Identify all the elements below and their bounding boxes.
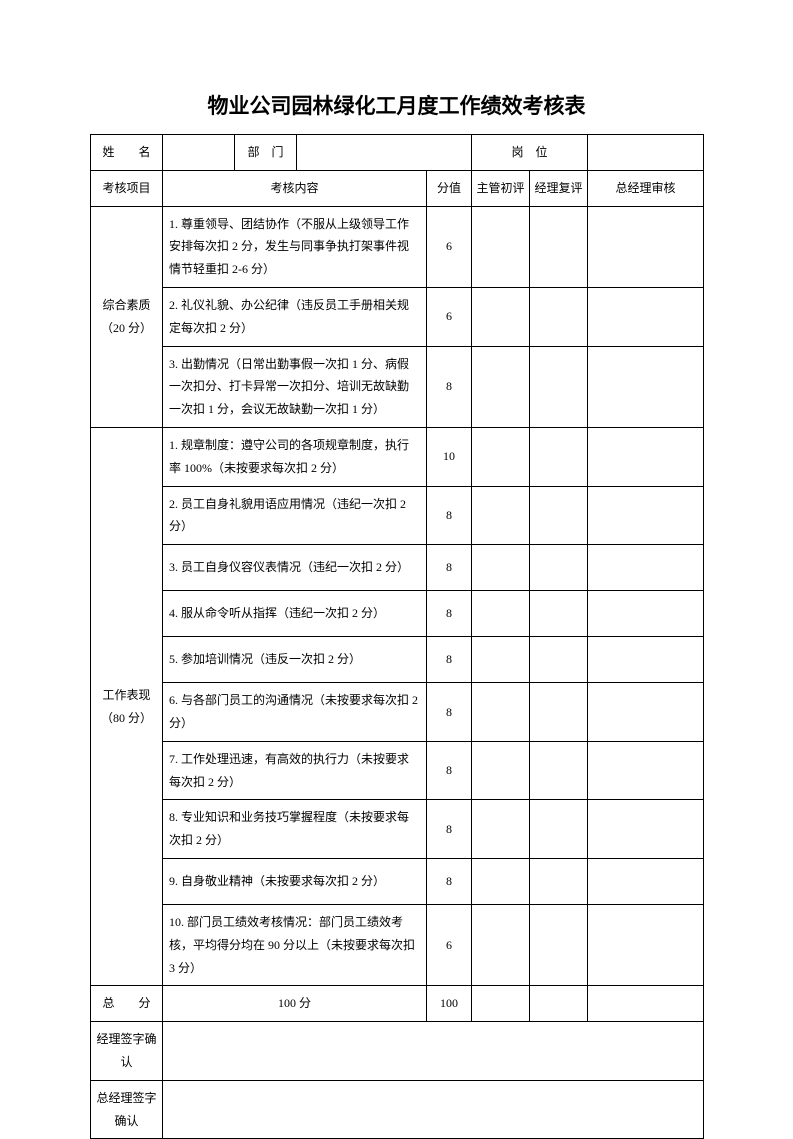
s1r0-mgr — [530, 206, 588, 287]
assessment-table: 姓 名 部 门 岗 位 考核项目 考核内容 分值 主管初评 经理复评 总经理审核… — [90, 134, 704, 1139]
s1r0-sup — [472, 206, 530, 287]
s2r1-text: 2. 员工自身礼貌用语应用情况（违纪一次扣 2 分） — [163, 486, 427, 545]
s2r8-text: 9. 自身敬业精神（未按要求每次扣 2 分） — [163, 858, 427, 904]
name-label: 姓 名 — [91, 135, 163, 171]
s2r4-score: 8 — [427, 637, 472, 683]
section1-name: 综合素质（20 分） — [91, 206, 163, 427]
s2r6-score: 8 — [427, 741, 472, 800]
col-score: 分值 — [427, 170, 472, 206]
s2r6-text: 7. 工作处理迅速，有高效的执行力（未按要求每次扣 2 分） — [163, 741, 427, 800]
s2r5-score: 8 — [427, 683, 472, 742]
sign1-label: 经理签字确认 — [91, 1022, 163, 1081]
s2r0-score: 10 — [427, 427, 472, 486]
dept-label: 部 门 — [235, 135, 297, 171]
name-value — [163, 135, 235, 171]
total-score: 100 — [427, 986, 472, 1022]
col-content: 考核内容 — [163, 170, 427, 206]
post-label: 岗 位 — [472, 135, 588, 171]
s1r0-score: 6 — [427, 206, 472, 287]
s1r1-score: 6 — [427, 287, 472, 346]
total-text: 100 分 — [163, 986, 427, 1022]
s2r0-text: 1. 规章制度：遵守公司的各项规章制度，执行率 100%（未按要求每次扣 2 分… — [163, 427, 427, 486]
col-item: 考核项目 — [91, 170, 163, 206]
s2r3-score: 8 — [427, 591, 472, 637]
dept-value — [297, 135, 472, 171]
s2r4-text: 5. 参加培训情况（违反一次扣 2 分） — [163, 637, 427, 683]
s2r1-score: 8 — [427, 486, 472, 545]
s2r9-score: 6 — [427, 904, 472, 985]
section2-name: 工作表现（80 分） — [91, 427, 163, 985]
col-sup: 主管初评 — [472, 170, 530, 206]
post-value — [588, 135, 704, 171]
s2r7-score: 8 — [427, 800, 472, 859]
s2r3-text: 4. 服从命令听从指挥（违纪一次扣 2 分） — [163, 591, 427, 637]
s1r1-text: 2. 礼仪礼貌、办公纪律（违反员工手册相关规定每次扣 2 分） — [163, 287, 427, 346]
s1r0-gm — [588, 206, 704, 287]
sign2-value — [163, 1080, 704, 1139]
sign1-value — [163, 1022, 704, 1081]
s2r5-text: 6. 与各部门员工的沟通情况（未按要求每次扣 2 分） — [163, 683, 427, 742]
s1r2-text: 3. 出勤情况（日常出勤事假一次扣 1 分、病假一次扣分、打卡异常一次扣分、培训… — [163, 346, 427, 427]
col-mgr: 经理复评 — [530, 170, 588, 206]
total-label: 总 分 — [91, 986, 163, 1022]
page-title: 物业公司园林绿化工月度工作绩效考核表 — [90, 90, 703, 120]
s2r2-score: 8 — [427, 545, 472, 591]
s2r9-text: 10. 部门员工绩效考核情况：部门员工绩效考核，平均得分均在 90 分以上（未按… — [163, 904, 427, 985]
s2r7-text: 8. 专业知识和业务技巧掌握程度（未按要求每次扣 2 分） — [163, 800, 427, 859]
s1r0-text: 1. 尊重领导、团结协作（不服从上级领导工作安排每次扣 2 分，发生与同事争执打… — [163, 206, 427, 287]
s2r8-score: 8 — [427, 858, 472, 904]
s1r2-score: 8 — [427, 346, 472, 427]
sign2-label: 总经理签字确认 — [91, 1080, 163, 1139]
s2r2-text: 3. 员工自身仪容仪表情况（违纪一次扣 2 分） — [163, 545, 427, 591]
col-gm: 总经理审核 — [588, 170, 704, 206]
